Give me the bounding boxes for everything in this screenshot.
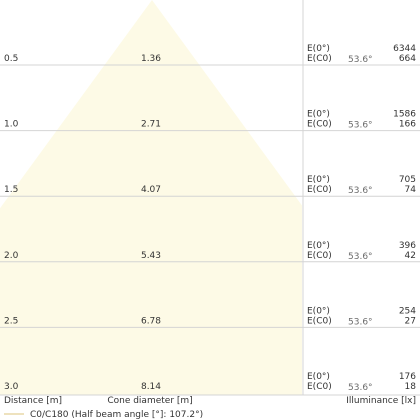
distance-label: 2.5 bbox=[4, 316, 18, 326]
e0-value: 254 bbox=[399, 306, 416, 316]
ec0-value: 42 bbox=[405, 251, 416, 261]
cone-diameter-label: 5.43 bbox=[141, 251, 161, 261]
beam-angle-label: 53.6° bbox=[348, 121, 373, 131]
distance-label: 2.0 bbox=[4, 251, 19, 261]
e0-label: E(0°) bbox=[307, 175, 330, 185]
beam-angle-label: 53.6° bbox=[348, 252, 373, 262]
cone-diameter-label: 8.14 bbox=[141, 382, 161, 392]
distance-label: 1.5 bbox=[4, 185, 18, 195]
e0-value: 176 bbox=[399, 372, 416, 382]
beam-angle-label: 53.6° bbox=[348, 383, 373, 393]
distance-label: 0.5 bbox=[4, 54, 18, 64]
ec0-label: E(C0) bbox=[307, 251, 332, 261]
e0-label: E(0°) bbox=[307, 44, 330, 54]
ec0-value: 74 bbox=[405, 185, 417, 195]
right-axis-label: Illuminance [lx] bbox=[346, 396, 416, 406]
cone-area bbox=[0, 0, 302, 395]
e0-value: 396 bbox=[399, 241, 416, 251]
e0-label: E(0°) bbox=[307, 241, 330, 251]
ec0-label: E(C0) bbox=[307, 185, 332, 195]
y-axis-label: Distance [m] bbox=[4, 396, 62, 406]
cone-diameter-label: 2.71 bbox=[141, 120, 161, 130]
beam-angle-label: 53.6° bbox=[348, 55, 373, 65]
ec0-label: E(C0) bbox=[307, 54, 332, 64]
e0-label: E(0°) bbox=[307, 306, 330, 316]
beam-angle-label: 53.6° bbox=[348, 186, 373, 196]
cone-diameter-label: 1.36 bbox=[141, 54, 161, 64]
ec0-label: E(C0) bbox=[307, 382, 332, 392]
ec0-value: 27 bbox=[405, 316, 416, 326]
ec0-value: 664 bbox=[399, 54, 416, 64]
e0-label: E(0°) bbox=[307, 372, 330, 382]
e0-label: E(0°) bbox=[307, 110, 330, 120]
cone-diameter-label: 4.07 bbox=[141, 185, 161, 195]
ec0-label: E(C0) bbox=[307, 316, 332, 326]
e0-value: 6344 bbox=[393, 44, 416, 54]
ec0-value: 18 bbox=[405, 382, 417, 392]
distance-label: 3.0 bbox=[4, 382, 19, 392]
e0-value: 1586 bbox=[393, 110, 416, 120]
ec0-label: E(C0) bbox=[307, 120, 332, 130]
beam-angle-label: 53.6° bbox=[348, 317, 373, 327]
cone-diameter-label: 6.78 bbox=[141, 316, 161, 326]
x-axis-label: Cone diameter [m] bbox=[107, 396, 192, 406]
legend-entry: C0/C180 (Half beam angle [°]: 107.2°) bbox=[30, 410, 203, 420]
distance-label: 1.0 bbox=[4, 120, 19, 130]
e0-value: 705 bbox=[399, 175, 416, 185]
ec0-value: 166 bbox=[399, 120, 416, 130]
